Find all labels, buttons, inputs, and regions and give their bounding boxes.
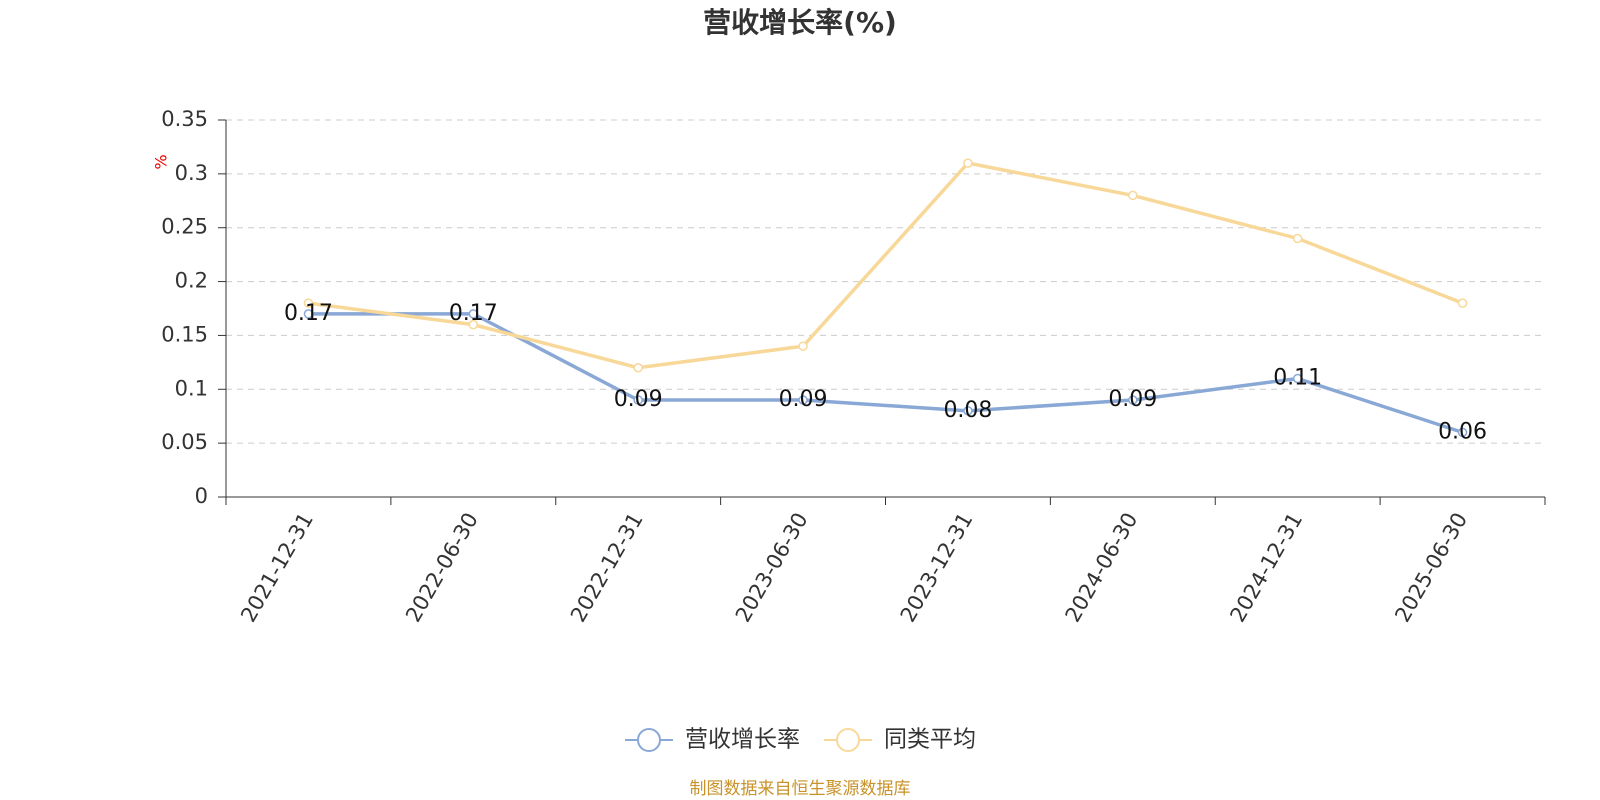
data-point	[468, 319, 479, 330]
data-label: 0.17	[284, 301, 333, 326]
x-tick-label: 2023-12-31	[896, 509, 978, 627]
data-point	[963, 158, 973, 168]
x-tick-label: 2025-06-30	[1390, 509, 1472, 627]
x-tick-label: 2022-12-31	[566, 509, 648, 627]
data-point	[798, 341, 808, 351]
legend-label: 营收增长率	[685, 727, 800, 753]
data-label: 0.06	[1438, 419, 1487, 444]
data-label: 0.09	[779, 387, 828, 412]
data-point	[303, 298, 314, 308]
data-label: 0.11	[1273, 366, 1322, 391]
x-tick-label: 2023-06-30	[731, 509, 813, 627]
y-tick-label: 0.1	[175, 376, 208, 400]
y-tick-label: 0.3	[175, 161, 208, 185]
data-point	[633, 395, 643, 405]
data-point	[1457, 298, 1468, 308]
data-label: 0.08	[943, 398, 992, 423]
x-tick-label: 2024-12-31	[1225, 509, 1307, 627]
data-point	[963, 406, 973, 416]
data-point	[798, 395, 808, 405]
data-label: 0.17	[449, 301, 498, 326]
y-axis-label: %	[152, 154, 171, 169]
series-line	[308, 312, 1464, 435]
legend-marker	[637, 728, 661, 752]
y-tick-label: 0.2	[175, 269, 208, 293]
chart-title: 营收增长率(%)	[703, 6, 897, 39]
data-point	[1292, 373, 1303, 384]
data-point	[1457, 427, 1468, 438]
y-tick-label: 0.05	[161, 430, 208, 454]
data-point	[1128, 190, 1138, 201]
data-point	[633, 362, 643, 373]
y-tick-label: 0.25	[161, 215, 208, 239]
data-point	[468, 309, 479, 319]
x-tick-label: 2024-06-30	[1061, 509, 1143, 627]
data-label: 0.09	[614, 387, 663, 412]
legend-marker	[836, 728, 860, 752]
legend: 营收增长率 同类平均	[625, 727, 976, 753]
source-note: 制图数据来自恒生聚源数据库	[690, 779, 911, 799]
series-line	[308, 161, 1464, 370]
data-label: 0.09	[1108, 387, 1157, 412]
x-tick-label: 2022-06-30	[401, 509, 483, 627]
data-point	[303, 309, 314, 319]
y-tick-label: 0.15	[161, 322, 208, 346]
data-point	[1292, 233, 1303, 244]
legend-label: 同类平均	[884, 727, 976, 753]
y-tick-label: 0	[195, 484, 208, 508]
x-tick-label: 2021-12-31	[236, 509, 318, 627]
data-point	[1128, 395, 1138, 405]
y-tick-label: 0.35	[161, 107, 208, 131]
